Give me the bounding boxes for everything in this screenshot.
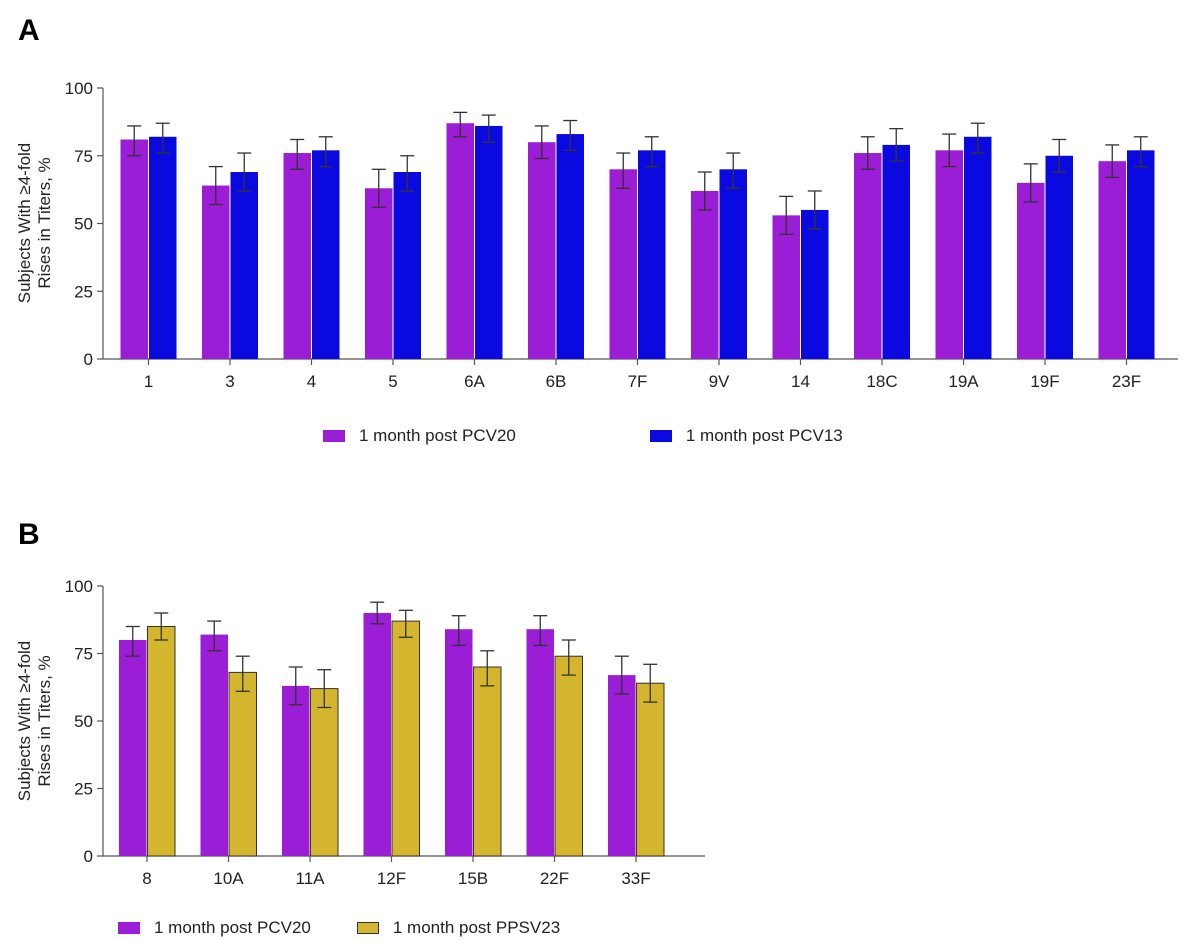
bar-a-pcv20 (283, 153, 311, 359)
bar-a-pcv13 (638, 150, 666, 359)
x-tick-label-a: 6B (546, 372, 567, 391)
x-tick-label-a: 7F (628, 372, 648, 391)
bar-a-pcv20 (202, 185, 230, 359)
legend-label-pcv20-b: 1 month post PCV20 (154, 918, 311, 937)
bar-a-pcv20 (691, 190, 719, 359)
bar-a-pcv20 (854, 153, 882, 359)
bar-a-pcv20 (1098, 161, 1126, 359)
bar-b-ppsv23 (228, 671, 257, 857)
bar-a-pcv13 (1127, 150, 1155, 359)
x-tick-label-a: 19F (1030, 372, 1059, 391)
x-tick-label-a: 4 (307, 372, 316, 391)
legend-label-pcv13: 1 month post PCV13 (685, 426, 843, 445)
x-tick-label-a: 3 (225, 372, 234, 391)
x-tick-label-a: 6A (464, 372, 485, 391)
legend-item-pcv20: 1 month post PCV20 (323, 426, 516, 446)
bar-b-pcv20 (526, 629, 554, 856)
bar-a-pcv13 (1045, 155, 1073, 359)
bar-a-pcv20 (446, 123, 474, 359)
bar-a-pcv13 (312, 150, 340, 359)
legend-item-ppsv23: 1 month post PPSV23 (356, 918, 561, 938)
y-axis-label-a: Subjects With ≥4-foldRises in Titers, % (15, 143, 54, 304)
y-axis-label-line-b: Subjects With ≥4-fold (15, 641, 34, 802)
x-tick-label-a: 5 (388, 372, 397, 391)
y-tick-label-b: 75 (74, 645, 93, 664)
y-axis-label-b: Subjects With ≥4-foldRises in Titers, % (15, 641, 54, 802)
bar-a-pcv13 (393, 172, 421, 359)
legend-panel-a: 1 month post PCV20 1 month post PCV13 (323, 426, 843, 446)
bar-a-pcv20 (528, 142, 556, 359)
legend-swatch-pcv13 (649, 430, 672, 442)
legend-label-pcv20: 1 month post PCV20 (359, 426, 516, 445)
panel-b-letter: B (18, 518, 40, 551)
panel-a-letter: A (18, 14, 40, 47)
bar-a-pcv13 (475, 125, 503, 359)
x-tick-label-b: 8 (142, 869, 151, 888)
x-tick-label-a: 14 (791, 372, 810, 391)
x-tick-label-a: 1 (144, 372, 153, 391)
bar-b-pcv20 (608, 675, 636, 856)
y-tick-label-a: 50 (74, 215, 93, 234)
y-tick-label-b: 100 (65, 577, 93, 596)
y-tick-label-b: 0 (84, 847, 93, 866)
bar-a-pcv13 (882, 144, 910, 359)
bar-a-pcv20 (772, 215, 800, 359)
y-tick-label-a: 100 (65, 79, 93, 98)
legend-item-pcv20-b: 1 month post PCV20 (118, 918, 311, 938)
bar-a-pcv13 (719, 169, 747, 359)
bar-a-pcv20 (120, 139, 148, 359)
x-tick-label-b: 22F (540, 869, 569, 888)
bar-b-ppsv23 (554, 655, 583, 857)
x-tick-label-b: 10A (213, 869, 244, 888)
bar-b-ppsv23 (473, 666, 502, 857)
y-tick-label-a: 0 (84, 350, 93, 369)
x-tick-label-b: 11A (296, 869, 326, 888)
x-tick-label-a: 9V (709, 372, 730, 391)
legend-panel-b: 1 month post PCV20 1 month post PPSV23 (118, 918, 560, 938)
bar-b-ppsv23 (147, 626, 176, 857)
y-tick-label-b: 50 (74, 712, 93, 731)
y-tick-label-a: 25 (74, 282, 93, 301)
bar-a-pcv13 (801, 209, 829, 359)
x-tick-label-b: 15B (458, 869, 488, 888)
y-axis-label-line-a: Subjects With ≥4-fold (15, 143, 34, 304)
x-tick-label-b: 33F (621, 869, 650, 888)
bar-a-pcv20 (1017, 182, 1045, 359)
bar-a-pcv13 (556, 134, 584, 359)
bar-b-pcv20 (119, 640, 147, 856)
bar-a-pcv20 (609, 169, 637, 359)
bar-a-pcv20 (365, 188, 393, 359)
y-axis-label-line-b: Rises in Titers, % (35, 655, 54, 786)
bar-b-pcv20 (445, 629, 473, 856)
bar-b-ppsv23 (636, 682, 665, 857)
bar-a-pcv13 (149, 136, 177, 359)
legend-item-pcv13: 1 month post PCV13 (649, 426, 843, 446)
bar-b-pcv20 (282, 685, 310, 856)
x-tick-label-a: 23F (1112, 372, 1141, 391)
x-tick-label-b: 12F (377, 869, 406, 888)
bar-a-pcv13 (964, 136, 992, 359)
bar-b-ppsv23 (391, 620, 420, 857)
x-tick-label-a: 19A (948, 372, 979, 391)
bar-b-pcv20 (363, 613, 391, 856)
legend-swatch-pcv20-b (118, 922, 140, 934)
y-tick-label-a: 75 (74, 147, 93, 166)
bar-a-pcv13 (230, 172, 258, 359)
y-axis-label-line-a: Rises in Titers, % (35, 157, 54, 288)
y-tick-label-b: 25 (74, 780, 93, 799)
legend-label-ppsv23: 1 month post PPSV23 (392, 918, 561, 937)
legend-swatch-ppsv23 (356, 922, 379, 934)
bar-a-pcv20 (935, 150, 963, 359)
x-tick-label-a: 18C (866, 372, 897, 391)
legend-swatch-pcv20 (323, 430, 345, 442)
bar-b-ppsv23 (310, 688, 339, 857)
bar-b-pcv20 (200, 634, 228, 856)
